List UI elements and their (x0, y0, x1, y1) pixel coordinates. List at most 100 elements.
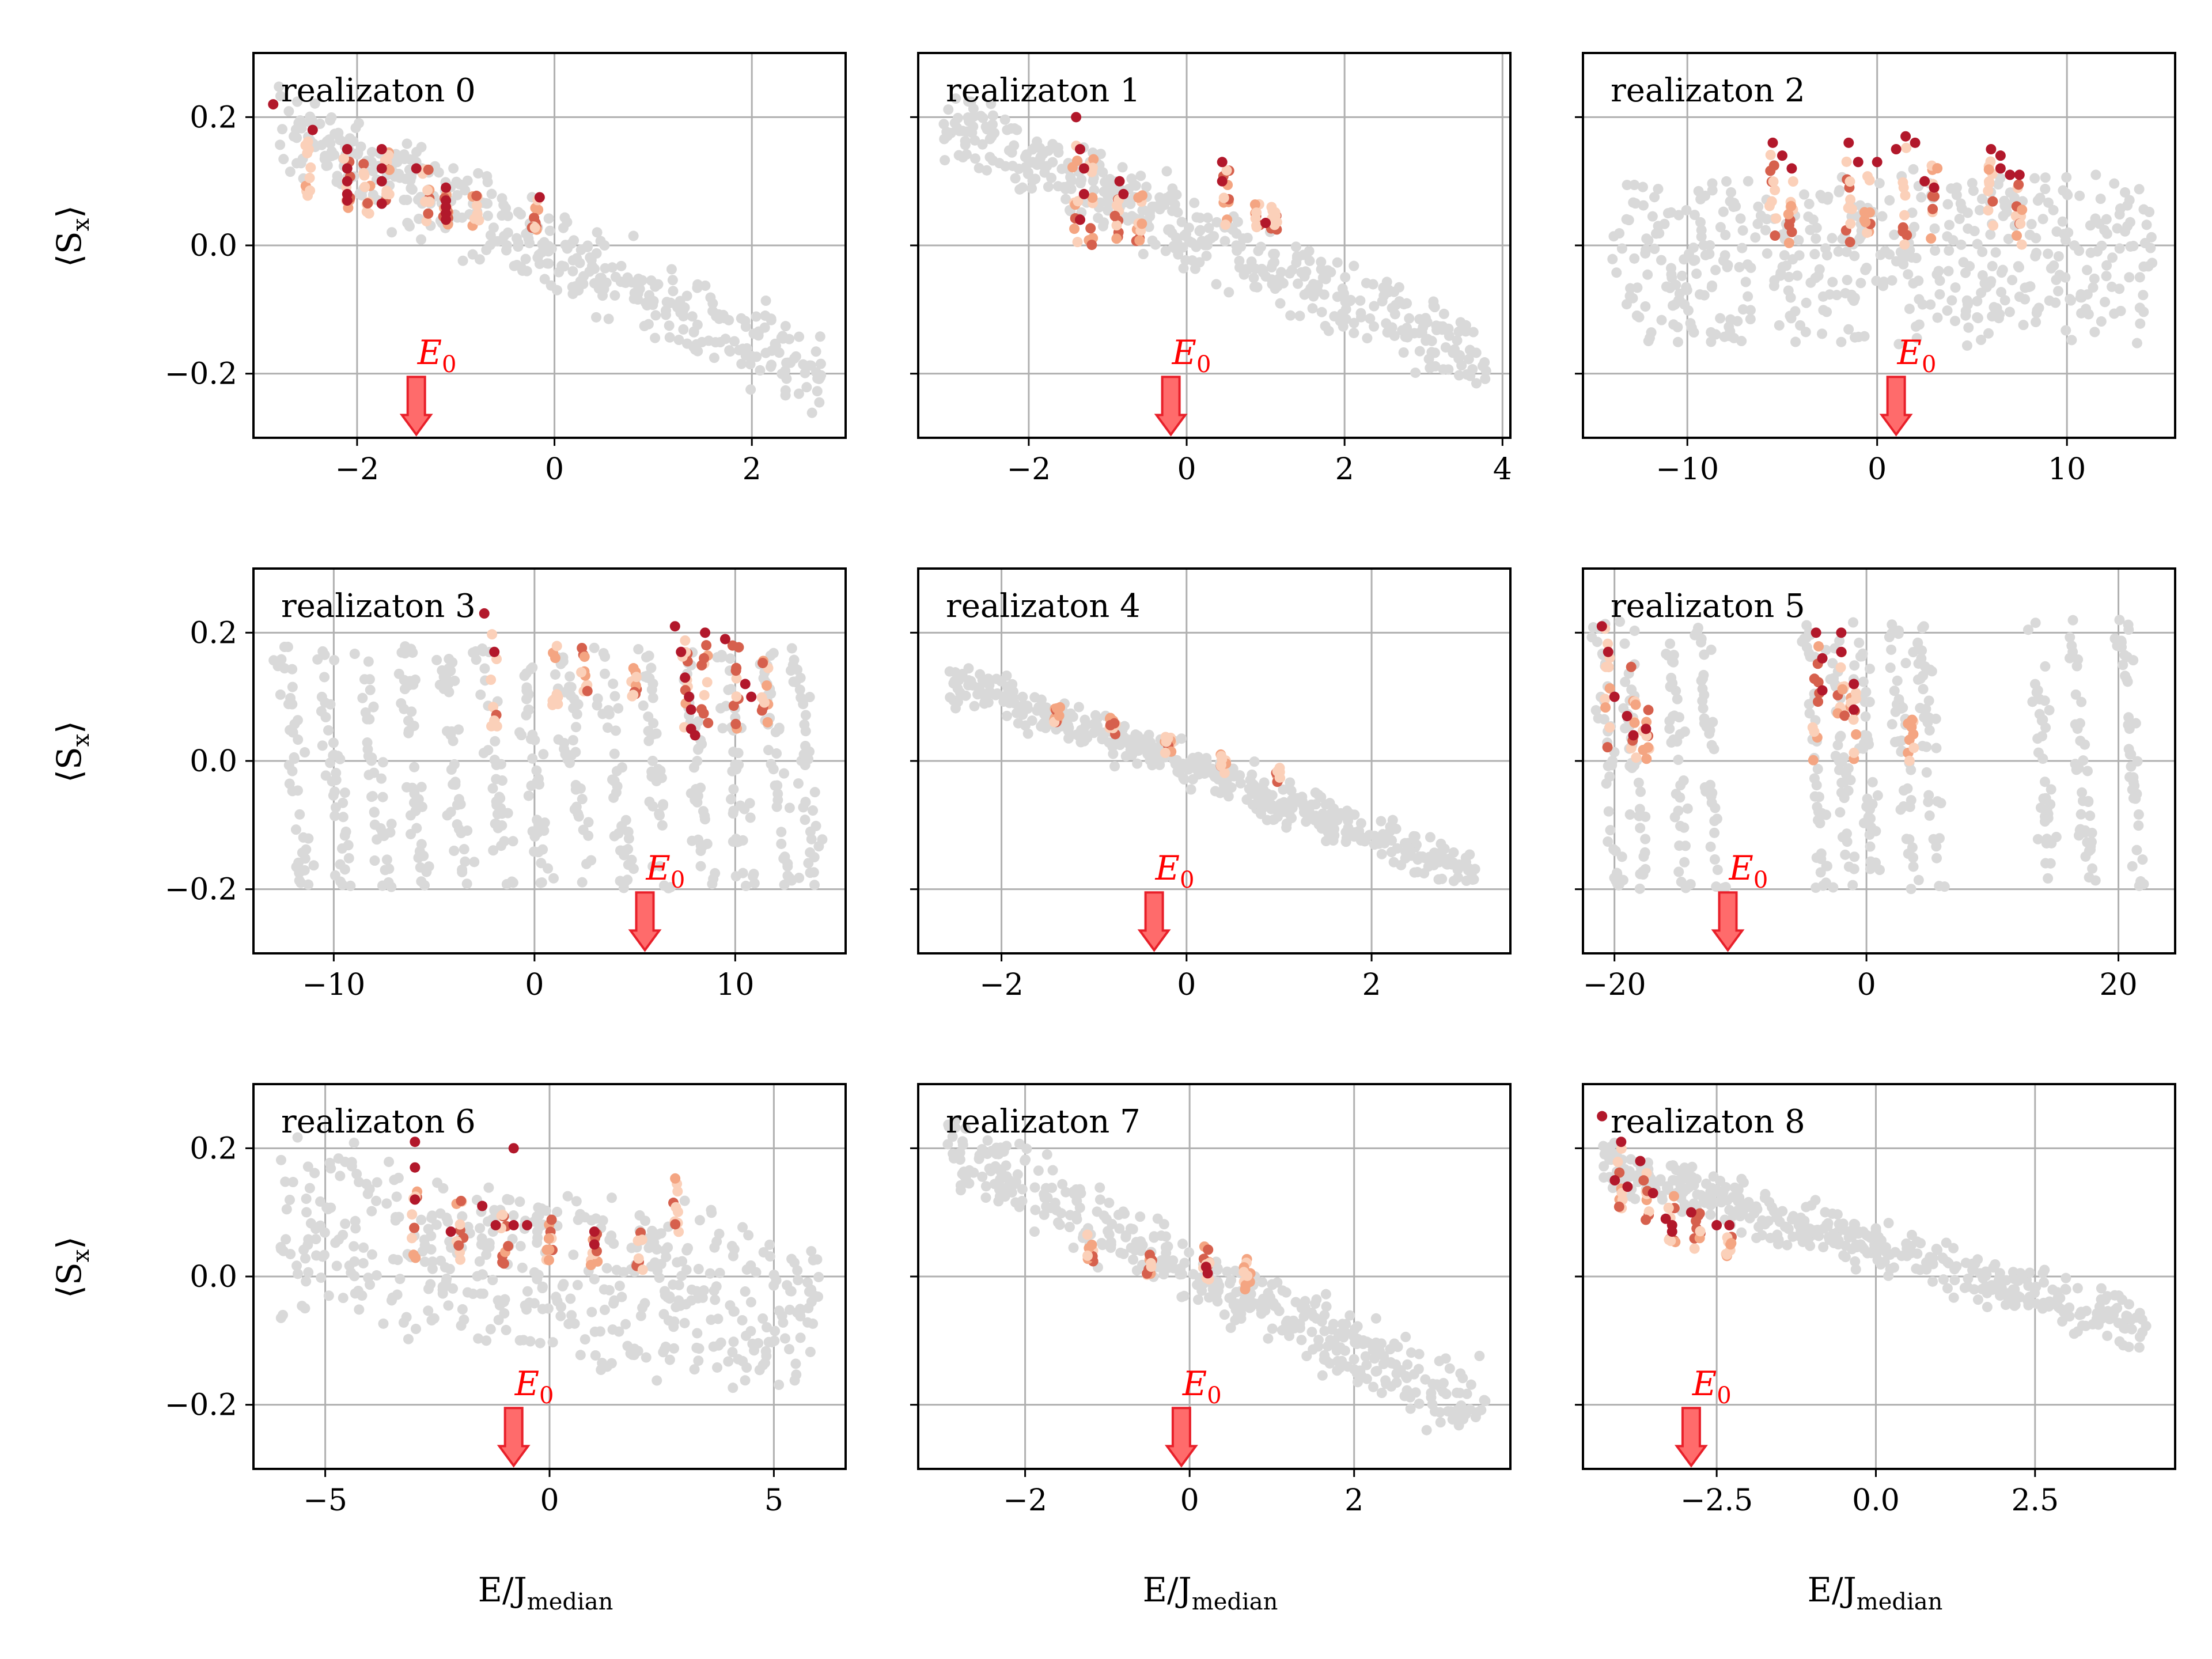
dark-point (342, 176, 353, 187)
background-point (1689, 210, 1700, 221)
background-point (2022, 624, 2033, 635)
x-tick-label: 0 (545, 452, 564, 487)
background-point (387, 227, 397, 238)
background-point (323, 1290, 334, 1301)
background-point (2014, 1291, 2025, 1302)
x-tick-label: −2 (1003, 1483, 1047, 1518)
background-point (1669, 812, 1680, 823)
background-point (1811, 222, 1822, 233)
background-point (744, 798, 755, 809)
dark-point (1647, 1188, 1658, 1199)
background-point (1737, 225, 1748, 236)
background-point (1834, 635, 1845, 646)
background-point (1915, 703, 1926, 714)
background-point (793, 1275, 804, 1286)
background-point (1798, 189, 1809, 200)
background-point (1906, 884, 1916, 895)
background-point (1840, 288, 1851, 299)
background-point (437, 1285, 448, 1296)
background-point (1599, 1172, 1609, 1183)
background-point (1369, 1353, 1380, 1364)
background-point (1429, 1406, 1440, 1417)
highlight-point (1600, 702, 1611, 713)
background-point (355, 141, 366, 152)
background-point (1926, 666, 1937, 677)
highlight-point (305, 185, 316, 196)
highlight-point (1218, 192, 1229, 203)
background-point (1319, 1325, 1330, 1336)
background-point (301, 844, 312, 855)
background-point (416, 234, 427, 245)
background-point (1207, 768, 1218, 779)
background-point (708, 1341, 719, 1352)
background-point (2075, 289, 2086, 300)
background-point (2065, 295, 2076, 306)
background-point (638, 700, 649, 711)
background-point (1621, 299, 1632, 310)
background-point (1179, 1257, 1190, 1268)
background-point (1629, 253, 1640, 264)
background-point (1640, 301, 1651, 312)
highlight-point (1897, 226, 1908, 237)
highlight-points (1067, 141, 1282, 251)
background-point (1972, 1294, 1983, 1305)
highlight-point (453, 1240, 464, 1251)
background-point (740, 1375, 751, 1386)
dark-point (508, 1219, 519, 1230)
background-point (392, 1255, 403, 1266)
dark-point (746, 691, 757, 702)
background-point (1629, 626, 1640, 637)
background-point (1993, 1275, 2004, 1286)
background-point (402, 195, 412, 206)
background-point (369, 855, 380, 866)
background-point (784, 1344, 795, 1355)
background-point (1786, 313, 1797, 324)
highlight-point (1663, 1203, 1674, 1214)
background-point (1296, 795, 1306, 806)
background-point (2066, 335, 2077, 346)
background-point (366, 1249, 377, 1260)
dark-point (268, 99, 279, 110)
panel-title: realizaton 7 (946, 1103, 1141, 1141)
dark-point (441, 214, 452, 225)
background-point (416, 876, 427, 887)
highlight-point (1631, 752, 1642, 763)
background-point (1810, 882, 1821, 893)
background-point (481, 1335, 492, 1346)
background-point (1753, 201, 1764, 212)
dark-point (1078, 163, 1089, 174)
background-point (1332, 1365, 1343, 1376)
background-point (1850, 1264, 1861, 1275)
background-point (688, 326, 699, 337)
background-point (1932, 1244, 1943, 1255)
background-point (479, 663, 490, 674)
background-point (364, 674, 375, 685)
background-point (1088, 176, 1099, 187)
background-point (1830, 751, 1841, 762)
background-point (725, 653, 736, 664)
background-point (691, 784, 702, 795)
background-point (1724, 321, 1734, 332)
background-point (426, 1213, 437, 1224)
background-point (1699, 290, 1710, 301)
background-point (590, 1350, 601, 1361)
background-point (760, 296, 771, 306)
background-point (726, 794, 737, 805)
background-point (1629, 760, 1640, 771)
background-point (1092, 1206, 1103, 1217)
background-point (1135, 171, 1146, 181)
highlight-point (1600, 694, 1611, 704)
background-point (2061, 172, 2072, 183)
dark-point (522, 1219, 533, 1230)
background-point (1310, 787, 1321, 798)
background-point (1248, 272, 1259, 283)
highlight-point (546, 1214, 557, 1225)
background-point (2138, 306, 2149, 317)
background-point (523, 704, 534, 715)
background-point (1915, 1264, 1926, 1275)
background-point (963, 96, 974, 107)
background-point (1471, 347, 1482, 358)
background-point (1409, 867, 1420, 878)
background-point (1365, 313, 1376, 324)
